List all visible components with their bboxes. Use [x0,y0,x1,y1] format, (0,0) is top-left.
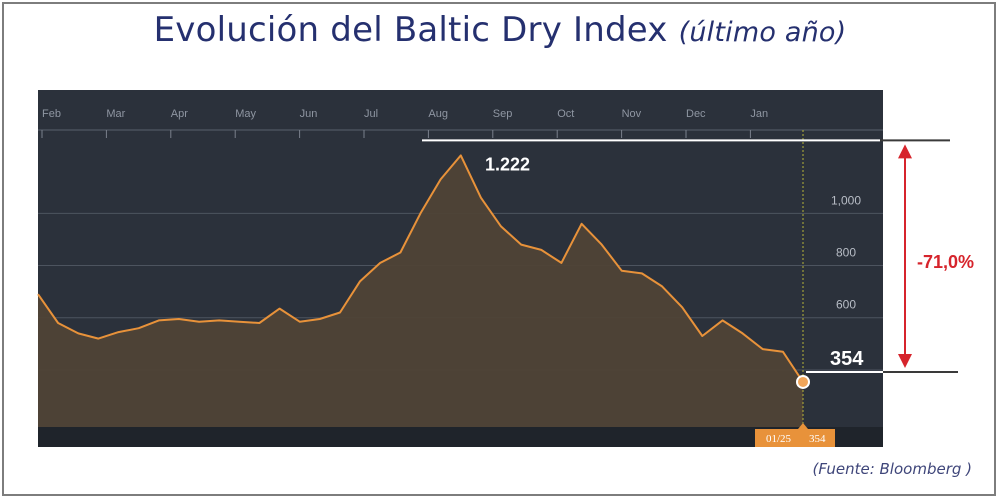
month-tick-sep: Sep [493,108,513,120]
change-arrow-head-up [898,144,912,159]
last-point-marker [796,374,810,389]
month-tick-may: May [235,108,256,120]
month-tick-jul: Jul [364,108,378,120]
index-line [37,154,804,383]
plot-bottom-strip [38,427,883,447]
badge-box [755,429,835,447]
title-main: Evolución del Baltic Dry Index [153,10,668,50]
y-tick-label: 1,000 [831,193,861,207]
month-axis: Feb Mar Apr May Jun Jul Aug Sep Oct Nov Dec Jan [38,108,883,138]
month-tick-nov: Nov [622,108,642,120]
last-value-label: 354 [830,348,864,370]
y-tick-label: 600 [836,298,856,312]
source-note: (Fuente: Bloomberg ) [812,460,972,478]
peak-value-label: 1.222 [485,154,530,174]
change-arrow-head-down [898,353,912,368]
month-tick-oct: Oct [557,108,574,120]
change-percent-label: -71,0% [917,252,974,272]
badge-date: 01/25 [766,433,792,445]
change-arrow [880,139,958,373]
month-tick-mar: Mar [106,108,125,120]
badge-pointer [798,423,808,429]
y-tick-label: 800 [836,246,856,260]
date-value-badge: 01/25 354 [755,423,835,447]
month-tick-feb: Feb [42,108,61,120]
index-area-fill [38,155,803,427]
page-title: Evolución del Baltic Dry Index (último a… [0,10,1000,50]
badge-value: 354 [809,433,826,445]
month-tick-aug: Aug [428,108,448,120]
month-tick-dec: Dec [686,108,706,120]
month-tick-jan: Jan [750,108,768,120]
month-tick-apr: Apr [171,108,188,120]
y-axis-ticks: 600 800 1,000 [831,193,861,311]
month-tick-jun: Jun [300,108,318,120]
title-subtitle: (último año) [678,17,847,48]
